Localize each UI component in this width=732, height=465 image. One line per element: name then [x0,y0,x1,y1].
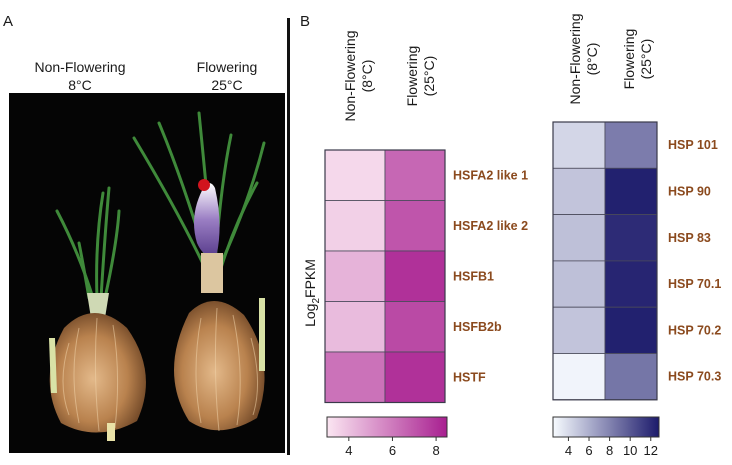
hsp-row-label: HSP 70.2 [668,323,721,337]
hsp-cell-r4-c1 [604,306,658,354]
hsp-cell-r0-c1 [604,121,658,169]
flowering-title: Flowering [196,59,258,75]
hsf-colorbar [326,416,448,438]
hsp-cell-r5-c0 [552,353,606,401]
hsf-row-label: HSFB2b [453,320,502,334]
hsf-heatmap-border [324,149,446,404]
hsf-cell-r0-c1 [384,149,446,201]
hsp-row-label: HSP 70.1 [668,277,721,291]
hsp-cell-r2-c0 [552,214,606,262]
crocus-illustration [49,111,266,441]
hsp-colorbar-tick-label: 8 [606,443,613,458]
non-flowering-temp: 8°C [68,77,92,93]
hsf-cell-r4-c1 [384,351,446,403]
hsp-cell-r2-c1 [604,214,658,262]
hsf-cell-r2-c1 [384,250,446,302]
hsf-row-label: HSFA2 like 1 [453,168,528,182]
flowering-header: Flowering 25°C [175,58,279,94]
hsp-colorbar-tick-label: 4 [565,443,572,458]
non-flowering-header: Non-Flowering 8°C [22,58,138,94]
hsp-row-label: HSP 83 [668,231,711,245]
hsf-row-label: HSFA2 like 2 [453,219,528,233]
hsf-row-label: HSTF [453,370,486,384]
hsf-cell-r1-c1 [384,200,446,252]
hsp-row-label: HSP 90 [668,184,711,198]
non-flowering-title: Non-Flowering [34,59,126,75]
hsp-colorbar-tick-label: 12 [644,443,658,458]
hsp-cell-r4-c0 [552,306,606,354]
hsf-cell-r3-c1 [384,301,446,353]
hsp-row-label: HSP 101 [668,138,718,152]
panel-a-letter: A [3,13,14,30]
hsp-colorbar-tick-label: 10 [623,443,637,458]
hsf-colorbar-tick-label: 6 [389,443,396,458]
hsf-cell-r4-c0 [324,351,386,403]
hsp-cell-r0-c0 [552,121,606,169]
hsf-cell-r2-c0 [324,250,386,302]
hsf-colorbar-tick-label: 8 [432,443,439,458]
hsp-colorbar [552,416,660,438]
hsp-heatmap-border [552,121,658,401]
hsp-cell-r1-c0 [552,167,606,216]
flowering-temp: 25°C [211,77,243,93]
hsf-cell-r0-c0 [324,149,386,201]
panel-divider [287,18,290,455]
hsp-cell-r3-c0 [552,260,606,308]
hsp-cell-r3-c1 [604,260,658,308]
crocus-corms-photo [9,93,285,453]
hsf-colorbar-tick-label: 4 [345,443,352,458]
hsp-row-label: HSP 70.3 [668,370,721,384]
hsf-row-label: HSFB1 [453,269,494,283]
hsp-cell-r1-c1 [604,167,658,216]
hsp-colorbar-tick-label: 6 [585,443,592,458]
panel-b-letter: B [300,13,311,30]
hsf-cell-r1-c0 [324,200,386,252]
hsf-cell-r3-c0 [324,301,386,353]
hsp-cell-r5-c1 [604,353,658,401]
